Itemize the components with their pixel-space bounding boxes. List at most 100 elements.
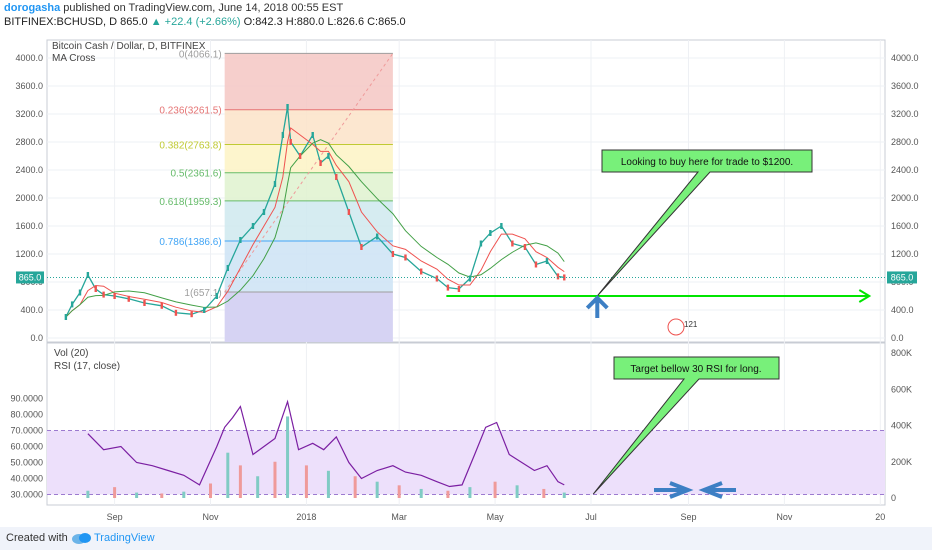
price-candle bbox=[226, 265, 230, 271]
volume-bar bbox=[468, 487, 472, 498]
price-candle bbox=[404, 254, 407, 261]
chart-canvas[interactable]: 0(4066.1) 0.236(3261.5) 0.382(2763.8) 0.5(2… bbox=[0, 0, 932, 527]
fib-level-label: 1(657.1) bbox=[184, 288, 221, 299]
rsi-tick: 70.0000 bbox=[10, 426, 43, 436]
fib-zone bbox=[224, 53, 393, 110]
symbol-label: BITFINEX:BCHUSD, D bbox=[4, 16, 118, 28]
volume-bar bbox=[375, 481, 379, 498]
x-tick-label: Nov bbox=[776, 512, 793, 522]
volume-tick: 400K bbox=[891, 421, 912, 431]
price-candle bbox=[251, 223, 255, 229]
price-tick-left: 1600.0 bbox=[15, 221, 43, 231]
created-with-label: Created with bbox=[6, 532, 68, 544]
price-tick-left: 0.0 bbox=[30, 333, 43, 343]
price-tick-right: 3600.0 bbox=[891, 81, 919, 91]
volume-bar bbox=[209, 483, 213, 498]
volume-bar bbox=[286, 416, 290, 498]
volume-bar bbox=[256, 476, 260, 498]
rsi-line bbox=[87, 399, 565, 488]
callout-target-text: Target bellow 30 RSI for long. bbox=[630, 364, 761, 375]
x-tick-label: May bbox=[487, 512, 505, 522]
price-candle bbox=[563, 274, 566, 281]
fib-level-label: 0.618(1959.3) bbox=[159, 197, 221, 208]
rsi-tick: 40.0000 bbox=[10, 474, 43, 484]
price-candle bbox=[311, 132, 314, 138]
price-tick-left: 2800.0 bbox=[15, 137, 43, 147]
fib-zones: 0(4066.1) 0.236(3261.5) 0.382(2763.8) 0.5(2… bbox=[159, 49, 394, 342]
last-price-tag-right bbox=[887, 271, 917, 284]
rsi-band bbox=[47, 430, 885, 495]
price-tick-right: 1200.0 bbox=[891, 249, 919, 259]
fib-trend-line bbox=[224, 53, 394, 293]
arrow-right-icon bbox=[654, 481, 694, 499]
price-candle bbox=[127, 295, 130, 302]
volume-bar bbox=[515, 485, 519, 498]
price-tick-right: 2800.0 bbox=[891, 137, 919, 147]
price-tick-left: 4000.0 bbox=[15, 53, 43, 63]
price-candle bbox=[190, 311, 193, 318]
price-tick-left: 1200.0 bbox=[15, 249, 43, 259]
price-tick-left: 2000.0 bbox=[15, 193, 43, 203]
price-candle bbox=[160, 302, 163, 309]
price-candle bbox=[319, 160, 322, 166]
tradingview-brand[interactable]: TradingView bbox=[94, 532, 155, 544]
footer-bar: Created with TradingView bbox=[0, 527, 932, 550]
volume-bar bbox=[397, 485, 401, 498]
x-tick-label: 2018 bbox=[296, 512, 316, 522]
rsi-tick: 30.0000 bbox=[10, 490, 43, 500]
price-tick-right: 3200.0 bbox=[891, 109, 919, 119]
volume-bar bbox=[353, 476, 357, 498]
last-price-tag-left bbox=[16, 271, 44, 284]
indicator-name: MA Cross bbox=[52, 53, 95, 64]
callout-buy bbox=[596, 149, 813, 297]
volume-tick: 0 bbox=[891, 493, 896, 503]
fib-zone bbox=[224, 240, 393, 293]
last-price-tag-right-text: 865.0 bbox=[891, 272, 914, 282]
fib-level-label: 0.236(3261.5) bbox=[159, 106, 221, 117]
volume-bar bbox=[493, 481, 497, 498]
price-candle bbox=[523, 244, 527, 250]
price-tick-right: 2000.0 bbox=[891, 193, 919, 203]
volume-bar bbox=[446, 490, 450, 498]
callout-buy-text: Looking to buy here for trade to $1200. bbox=[621, 157, 793, 168]
volume-bar bbox=[86, 490, 90, 498]
price-candle bbox=[262, 209, 266, 215]
series-layer bbox=[47, 104, 885, 488]
volume-bar bbox=[326, 470, 330, 498]
x-tick-label: Nov bbox=[203, 512, 220, 522]
support-arrowhead bbox=[858, 289, 872, 303]
price-candle bbox=[489, 230, 492, 236]
price-candle bbox=[289, 139, 292, 145]
axes-layer: 4000.0 4000.0 3600.0 3600.0 3200.0 3200.0 2800… bbox=[10, 53, 918, 522]
volume-tick: 200K bbox=[891, 457, 912, 467]
chart-title: Bitcoin Cash / Dollar, D, BITFINEX bbox=[52, 41, 206, 52]
fib-zone bbox=[224, 109, 393, 145]
price-candle bbox=[286, 104, 289, 110]
rsi-tick: 60.0000 bbox=[10, 442, 43, 452]
price-candle bbox=[446, 284, 450, 291]
last-price: 865.0 bbox=[120, 16, 148, 28]
last-price-tag-left-text: 865.0 bbox=[19, 272, 42, 282]
fib-zone bbox=[224, 172, 393, 201]
callout-target bbox=[592, 356, 780, 495]
rsi-tick: 50.0000 bbox=[10, 458, 43, 468]
price-tick-left: 400.0 bbox=[20, 305, 43, 315]
price-candle bbox=[281, 132, 285, 138]
price-tick-left: 3200.0 bbox=[15, 109, 43, 119]
x-tick-label: Sep bbox=[680, 512, 696, 522]
price-tick-right: 400.0 bbox=[891, 305, 914, 315]
author-name[interactable]: dorogasha bbox=[4, 2, 61, 14]
price-candle bbox=[391, 251, 395, 257]
legend-volume: Vol (20) bbox=[54, 348, 88, 359]
volume-bar bbox=[419, 488, 423, 498]
price-candle bbox=[457, 286, 461, 292]
price-candle bbox=[435, 275, 439, 282]
price-candle bbox=[215, 293, 219, 299]
price-candle bbox=[174, 309, 178, 316]
volume-bars bbox=[86, 416, 566, 498]
price-candle bbox=[94, 286, 97, 292]
fib-level-label: 0.382(2763.8) bbox=[159, 141, 221, 152]
x-tick-label: Sep bbox=[107, 512, 123, 522]
price-tick-left: 3600.0 bbox=[15, 81, 43, 91]
tradingview-logo-icon[interactable] bbox=[70, 530, 92, 549]
